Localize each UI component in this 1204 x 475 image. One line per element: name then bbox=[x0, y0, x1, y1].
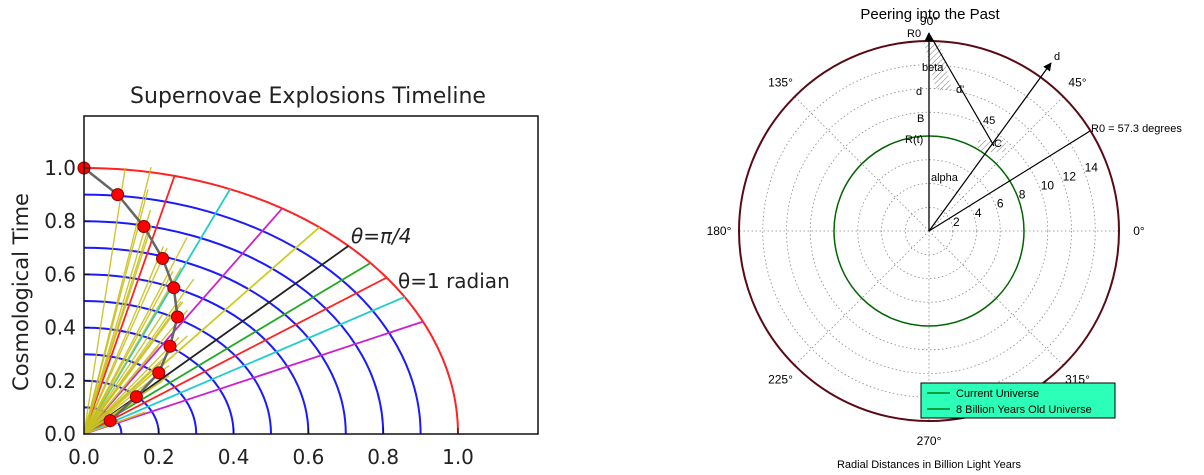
hatch-near-C bbox=[978, 140, 1006, 152]
label-A: A bbox=[925, 32, 933, 44]
supernovae-timeline-chart: Supernovae Explosions Timeline Cosmologi… bbox=[9, 84, 539, 469]
label-R-t: R(t) bbox=[905, 134, 923, 146]
polar-angle-label: 45° bbox=[1068, 76, 1086, 90]
polar-grid-ring bbox=[857, 159, 1001, 303]
annotation-theta-1-radian: θ=1 radian bbox=[398, 269, 510, 293]
right-chart-title: Peering into the Past bbox=[860, 6, 1000, 23]
left-x-tick-label: 0.4 bbox=[218, 445, 250, 469]
left-y-tick-label: 0.8 bbox=[44, 209, 76, 233]
polar-angle-label: 180° bbox=[707, 224, 732, 238]
polar-grid-ring bbox=[881, 183, 977, 279]
left-x-ticks: 0.0 0.2 0.4 0.6 0.8 1.0 bbox=[68, 428, 474, 469]
left-ray bbox=[83, 262, 371, 435]
left-ray bbox=[83, 175, 176, 435]
label-C: C bbox=[994, 138, 1002, 150]
polar-grid-ring bbox=[809, 111, 1049, 351]
left-ray bbox=[83, 320, 424, 435]
label-beta: beta bbox=[922, 62, 944, 74]
left-ray bbox=[83, 207, 283, 435]
label-d-prime: d' bbox=[956, 84, 964, 96]
left-x-tick-label: 0.8 bbox=[367, 445, 399, 469]
line-origin-to-d bbox=[928, 62, 1052, 232]
left-noise-line bbox=[83, 361, 162, 435]
polar-radial-label: 14 bbox=[1085, 160, 1099, 174]
left-data-point bbox=[156, 251, 170, 265]
polar-radial-label: 6 bbox=[997, 197, 1004, 211]
left-noise-line bbox=[83, 336, 180, 435]
polar-legend: Current Universe 8 Billion Years Old Uni… bbox=[920, 382, 1116, 419]
left-noise-line bbox=[83, 209, 152, 435]
polar-angle-label: 90° bbox=[920, 14, 938, 28]
label-R0: R0 bbox=[907, 28, 921, 40]
polar-grid-ring bbox=[786, 88, 1072, 374]
polar-radial-labels: 2 4 6 8 10 12 14 bbox=[953, 160, 1098, 229]
left-y-tick-label: 0.6 bbox=[44, 262, 76, 286]
polar-radial-label: 4 bbox=[975, 206, 982, 220]
left-noise-line bbox=[83, 166, 152, 435]
left-plot-frame bbox=[83, 115, 539, 435]
label-d-arrow: d bbox=[1054, 51, 1060, 63]
label-d-left: d bbox=[916, 86, 922, 98]
left-y-tick-label: 0.0 bbox=[44, 422, 76, 446]
left-ray bbox=[83, 296, 405, 435]
left-y-ticks: 0.0 0.2 0.4 0.6 0.8 1.0 bbox=[44, 156, 90, 446]
legend-label-8-billion: 8 Billion Years Old Universe bbox=[956, 404, 1092, 416]
left-y-tick-label: 0.2 bbox=[44, 369, 76, 393]
polar-angle-label: 135° bbox=[768, 76, 793, 90]
left-data-point bbox=[167, 281, 181, 295]
polar-angle-label: 0° bbox=[1133, 224, 1145, 238]
left-points bbox=[77, 161, 184, 428]
left-noise-line bbox=[83, 313, 164, 435]
left-x-tick-label: 1.0 bbox=[442, 445, 474, 469]
left-data-point bbox=[171, 310, 184, 324]
left-data-point bbox=[152, 366, 166, 380]
polar-grid-ring bbox=[904, 206, 954, 256]
right-chart-xlabel: Radial Distances in Billion Light Years bbox=[837, 459, 1022, 471]
left-x-tick-label: 0.0 bbox=[68, 445, 100, 469]
polar-angle-labels: 0°45°90°135°180°225°270°315° bbox=[707, 14, 1145, 448]
polar-angle-label: 270° bbox=[917, 434, 942, 448]
label-R0-57: R0 = 57.3 degrees bbox=[1091, 123, 1182, 135]
left-ray bbox=[83, 226, 320, 435]
peering-into-the-past-chart: Peering into the Past 0°45°90°135°180°22… bbox=[707, 6, 1183, 471]
left-data-point bbox=[163, 339, 177, 353]
polar-radial-label: 10 bbox=[1041, 179, 1055, 193]
line-origin-to-R0 bbox=[928, 130, 1091, 232]
hatch-near-A bbox=[924, 43, 952, 90]
left-noise-line bbox=[83, 247, 168, 435]
polar-radial-label: 8 bbox=[1019, 188, 1026, 202]
line-C-to-A bbox=[929, 34, 995, 147]
left-noise-line bbox=[83, 345, 159, 435]
left-y-tick-label: 0.4 bbox=[44, 316, 76, 340]
left-chart-ylabel: Cosmological Time bbox=[9, 193, 33, 391]
left-data-point bbox=[129, 390, 143, 404]
label-alpha: alpha bbox=[931, 172, 959, 184]
polar-radial-label: 2 bbox=[953, 215, 960, 229]
legend-box bbox=[920, 382, 1116, 419]
left-noise-line bbox=[83, 167, 126, 435]
left-trajectory-curve bbox=[83, 167, 179, 422]
label-B: B bbox=[917, 113, 924, 125]
left-data-point bbox=[103, 414, 117, 428]
left-noise-line bbox=[83, 237, 188, 435]
left-ray bbox=[83, 276, 387, 435]
left-noise-line bbox=[83, 267, 182, 435]
label-45: 45 bbox=[983, 115, 995, 127]
left-data-point bbox=[137, 220, 151, 234]
left-x-tick-label: 0.6 bbox=[292, 445, 324, 469]
polar-angle-label: 225° bbox=[768, 372, 793, 386]
annotation-theta-pi-4: θ=π/4 bbox=[351, 224, 412, 248]
left-chart-title: Supernovae Explosions Timeline bbox=[130, 84, 486, 109]
left-noise-line bbox=[83, 301, 182, 435]
legend-label-current: Current Universe bbox=[956, 388, 1039, 400]
polar-radial-label: 12 bbox=[1063, 169, 1077, 183]
left-x-tick-label: 0.2 bbox=[143, 445, 175, 469]
left-data-point bbox=[111, 188, 125, 202]
left-y-tick-label: 1.0 bbox=[44, 156, 76, 180]
